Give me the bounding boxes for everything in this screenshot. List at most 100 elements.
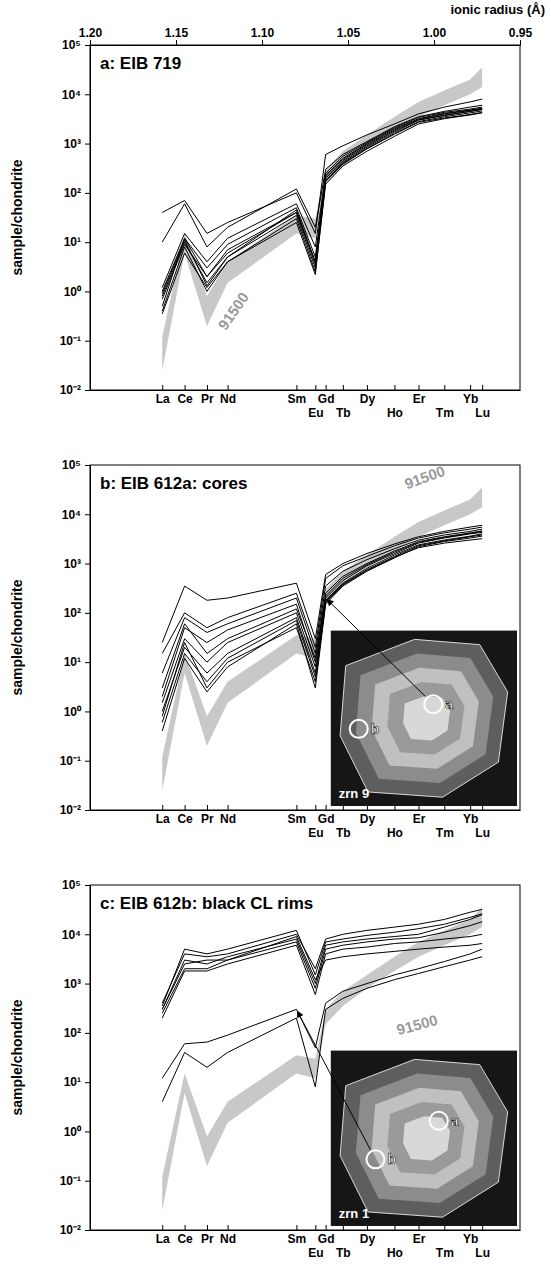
tick-label: 1.20 <box>79 26 103 40</box>
tick-label: Lu <box>475 406 490 420</box>
tick: Ho <box>387 1225 403 1260</box>
panel-title: c: EIB 612b: black CL rims <box>100 894 313 913</box>
tick-mark <box>326 1225 327 1230</box>
tick-label: 10² <box>64 186 81 200</box>
tick-label: 10⁻² <box>60 1223 81 1237</box>
data-line <box>162 107 482 287</box>
plot-frame <box>90 465 520 810</box>
tick: 10⁻¹ <box>60 754 90 768</box>
tick-mark <box>85 45 90 46</box>
tick-mark <box>85 1181 90 1182</box>
plot-area <box>162 67 482 370</box>
tick-label: 10⁻¹ <box>60 1174 81 1188</box>
tick: Ho <box>387 805 403 840</box>
data-line <box>162 113 482 314</box>
tick-label: Nd <box>220 392 236 406</box>
tick-label: Tb <box>336 826 351 840</box>
tick-mark <box>162 805 163 810</box>
tick-mark <box>185 805 186 810</box>
tick: 1.10 <box>251 26 275 45</box>
data-line <box>162 109 482 294</box>
tick-mark <box>315 1225 316 1230</box>
analysis-spot <box>350 720 368 738</box>
tick-label: 10⁵ <box>62 458 81 472</box>
tick: 10³ <box>64 977 90 991</box>
tick-mark <box>228 805 229 810</box>
tick: Gd <box>318 805 335 826</box>
tick-label: 10⁻² <box>60 803 81 817</box>
tick-label: 1.15 <box>165 26 189 40</box>
tick: Yb <box>463 1225 478 1246</box>
tick: Sm <box>288 1225 307 1246</box>
tick: Gd <box>318 385 335 406</box>
tick-label: 10⁻² <box>60 383 81 397</box>
tick-mark <box>85 193 90 194</box>
tick: Nd <box>220 805 236 826</box>
tick-label: 10² <box>64 1026 81 1040</box>
tick-mark <box>85 984 90 985</box>
x-axis: LaCePrNdSmEuGdTbDyHoErTmYbLu <box>91 1225 521 1260</box>
growth-zone <box>372 668 479 769</box>
image-background <box>331 631 517 806</box>
tick-mark <box>162 1225 163 1230</box>
tick: Dy <box>360 1225 376 1246</box>
tick-label: Nd <box>220 812 236 826</box>
tick: 1.00 <box>423 26 447 45</box>
tick: Tb <box>336 385 351 420</box>
tick-label: Pr <box>201 392 214 406</box>
band-label: 91500 <box>402 462 447 492</box>
y-axis-title: sample/chondrite <box>9 999 25 1115</box>
axis-line <box>85 46 91 391</box>
tick: Er <box>413 385 426 406</box>
tick: 10⁰ <box>64 1125 90 1139</box>
tick: Sm <box>288 385 307 406</box>
tick-label: La <box>156 392 170 406</box>
tick-mark <box>444 385 445 390</box>
tick: Ce <box>177 805 193 826</box>
tick-label: Er <box>413 812 426 826</box>
tick: Dy <box>360 385 376 406</box>
tick-mark <box>85 514 90 515</box>
tick-label: Ho <box>387 1246 403 1260</box>
tick-mark <box>315 805 316 810</box>
tick: Ce <box>177 1225 193 1246</box>
tick-mark <box>207 385 208 390</box>
tick: 10⁻² <box>60 1223 90 1237</box>
tick-mark <box>85 1082 90 1083</box>
tick-label: 10⁵ <box>62 878 81 892</box>
panel: 9150010⁻²10⁻¹10⁰10¹10²10³10⁴10⁵LaCePrNdS… <box>9 878 521 1259</box>
tick-label: 10³ <box>64 557 81 571</box>
tick-label: Sm <box>288 812 307 826</box>
figure: 91500 10⁻² 10⁻¹ 10⁰ 10¹ 10² 10³ 10⁴ 10⁵ La Ce Pr Nd S… <box>0 0 551 1287</box>
tick-mark <box>296 805 297 810</box>
tick-mark <box>326 805 327 810</box>
tick-label: 10⁰ <box>64 705 82 719</box>
x-axis: LaCePrNdSmEuGdTbDyHoErTmYbLu <box>91 385 521 420</box>
tick-mark <box>394 385 395 390</box>
analysis-spot <box>366 1150 384 1168</box>
growth-zone <box>403 1116 450 1160</box>
tick: 10⁴ <box>62 928 90 942</box>
tick-label: Er <box>413 1232 426 1246</box>
tick-mark <box>85 761 90 762</box>
tick-mark <box>85 1131 90 1132</box>
panel-title: a: EIB 719 <box>100 54 181 73</box>
spot-label: a <box>445 696 453 712</box>
tick-label: Dy <box>360 812 376 826</box>
tick-label: Ho <box>387 826 403 840</box>
tick-label: 1.00 <box>423 26 447 40</box>
tick-label: Ce <box>177 1232 193 1246</box>
tick: La <box>156 805 170 826</box>
plot-frame <box>90 45 520 390</box>
tick-mark <box>85 613 90 614</box>
tick-label: Lu <box>475 1246 490 1260</box>
tick: Er <box>413 805 426 826</box>
tick-label: 10² <box>64 606 81 620</box>
data-line <box>162 112 482 311</box>
y-axis: 10⁻²10⁻¹10⁰10¹10²10³10⁴10⁵ <box>60 458 91 817</box>
tick: Tb <box>336 1225 351 1260</box>
tick: 10¹ <box>64 1075 90 1089</box>
tick: Yb <box>463 385 478 406</box>
tick-mark <box>162 385 163 390</box>
tick: 10⁵ <box>62 878 90 892</box>
